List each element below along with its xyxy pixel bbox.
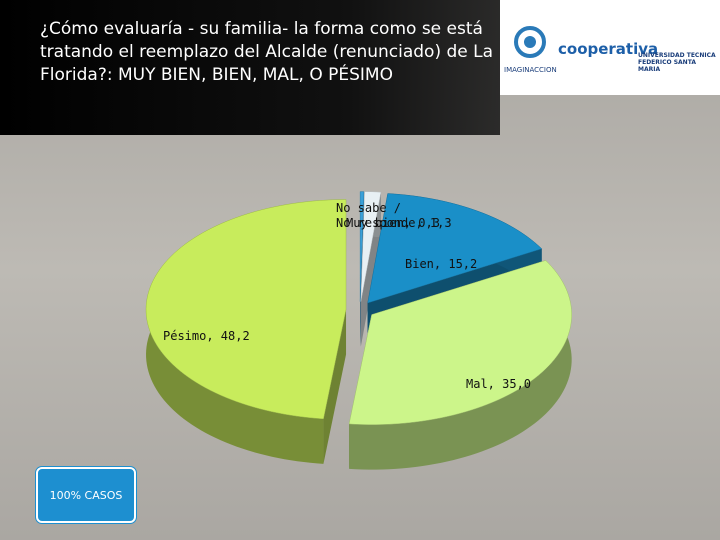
data-label-line: No sabe / xyxy=(336,201,401,215)
logos: IMAGINACCION cooperativa UNIVERSIDAD TEC… xyxy=(500,0,720,95)
logo-text: IMAGINACCION xyxy=(504,66,557,74)
note: 100% CASOS xyxy=(36,467,136,523)
slice-side xyxy=(323,309,347,464)
slice xyxy=(348,260,572,425)
chart-title: ¿Cómo evaluaría - su familia- la forma c… xyxy=(40,19,494,85)
logo-text: UNIVERSIDAD TECNICA FEDERICO SANTA MARIA xyxy=(638,52,716,73)
data-label-line: Muy bien, 0,3 xyxy=(346,216,440,230)
slice xyxy=(367,193,543,304)
data-label: Muy bien, 0,3 xyxy=(346,216,440,230)
slice xyxy=(359,191,365,302)
data-label: Bien, 15,2 xyxy=(405,257,477,271)
data-label: No sabe / No responde, 1,3 xyxy=(336,201,452,230)
slice-wall xyxy=(349,260,572,470)
title-background: ¿Cómo evaluaría - su familia- la forma c… xyxy=(0,0,500,135)
slice xyxy=(145,199,347,420)
data-label: Pésimo, 48,2 xyxy=(163,329,250,343)
logo-icon xyxy=(514,26,546,58)
slice-tops xyxy=(145,191,572,425)
data-label: Mal, 35,0 xyxy=(466,377,531,391)
slice xyxy=(360,191,382,302)
data-label-line: No responde, 1,3 xyxy=(336,216,452,230)
logo-text: cooperativa xyxy=(558,40,659,58)
